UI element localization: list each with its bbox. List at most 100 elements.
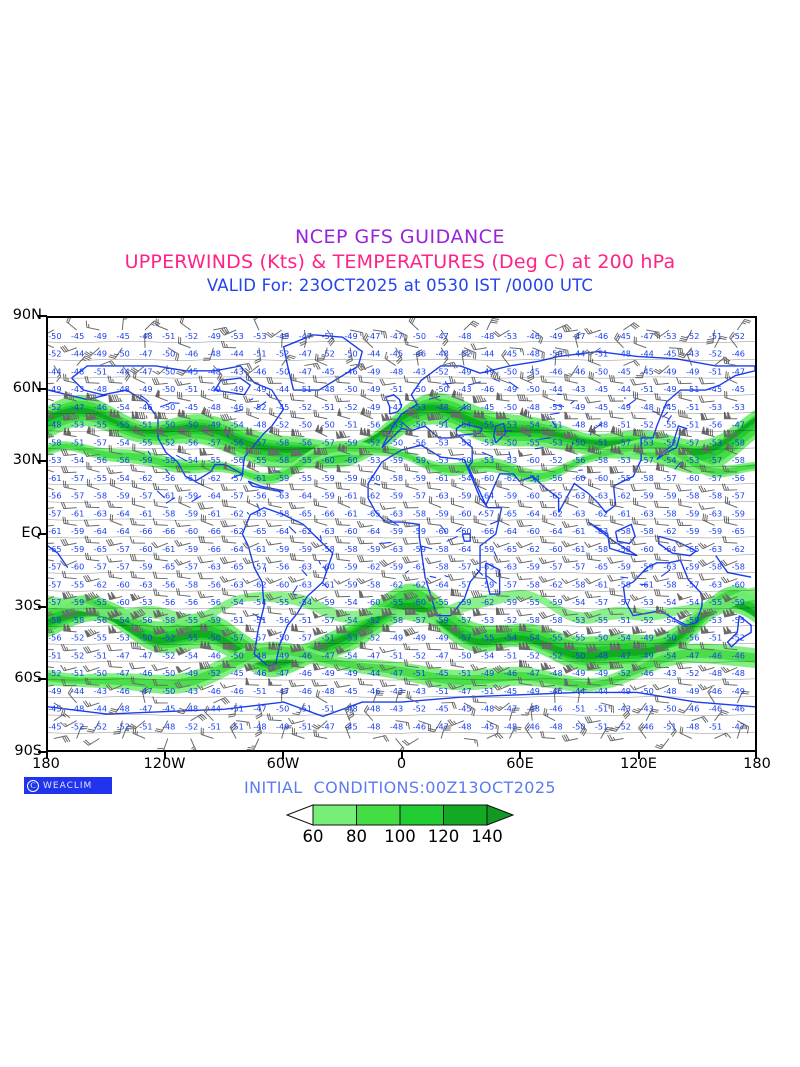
latitude-guide-line (48, 572, 755, 574)
wind-barb (303, 334, 314, 348)
temperature-value: -53 (549, 437, 562, 447)
temperature-value: -44 (71, 349, 84, 359)
temperature-value: -53 (481, 437, 494, 447)
wind-barb (155, 318, 169, 331)
temperature-value: -59 (549, 597, 562, 607)
temperature-value: -45 (276, 402, 289, 412)
temperature-value: -47 (572, 331, 585, 341)
temperature-value: -63 (322, 526, 335, 536)
temperature-value: -55 (94, 420, 107, 430)
temperature-value: -58 (709, 491, 722, 501)
wind-barb (48, 344, 55, 349)
temperature-value: -62 (618, 491, 631, 501)
temperature-value: -48 (481, 331, 494, 341)
wind-barb (699, 641, 715, 651)
temperature-value: -47 (686, 650, 699, 660)
temperature-value: -45 (641, 366, 654, 376)
wind-barb (622, 702, 631, 720)
latitude-guide-line (48, 341, 755, 343)
temperature-value: -47 (276, 668, 289, 678)
temperature-value: -62 (367, 491, 380, 501)
temperature-value: -62 (208, 473, 221, 483)
temperature-value: -50 (549, 349, 562, 359)
wind-barb (449, 658, 465, 668)
temperature-value: -62 (94, 579, 107, 589)
temperature-value: -48 (367, 722, 380, 732)
temperature-value: -49 (618, 686, 631, 696)
temperature-value: -45 (458, 704, 471, 714)
temperature-value: -55 (94, 597, 107, 607)
wind-barb (516, 609, 533, 617)
wind-barb (609, 661, 624, 669)
wind-barb (48, 410, 55, 420)
wind-barb (357, 627, 374, 638)
wind-barb (588, 478, 601, 491)
wind-barb (630, 538, 647, 546)
temperature-value: -56 (162, 473, 175, 483)
temperature-value: -53 (618, 455, 631, 465)
wind-barb (156, 738, 169, 750)
chart-subtitle: UPPERWINDS (Kts) & TEMPERATURES (Deg C) … (124, 251, 676, 273)
temperature-value: -61 (162, 491, 175, 501)
temperature-value: -52 (504, 615, 517, 625)
wind-barb (358, 464, 373, 473)
latitude-guide-line (48, 394, 755, 397)
temperature-value: -55 (94, 633, 107, 643)
temperature-value: -51 (322, 402, 335, 412)
wind-barb (471, 535, 487, 544)
temperature-value: -48 (549, 722, 562, 732)
temperature-value: -52 (162, 437, 175, 447)
temperature-value: -61 (71, 508, 84, 518)
wind-barb (384, 351, 396, 366)
temperature-value: -43 (641, 704, 654, 714)
temperature-value: -58 (322, 544, 335, 554)
latitude-guide-line (48, 714, 755, 716)
wind-barb (200, 727, 214, 739)
wind-barb (129, 608, 146, 620)
temperature-value: -47 (390, 331, 403, 341)
wind-barb (722, 593, 738, 603)
temperature-value: -49 (276, 722, 289, 732)
temperature-value: -47 (71, 402, 84, 412)
wind-barb (676, 518, 692, 526)
temperature-value: -49 (572, 402, 585, 412)
wind-barb (608, 677, 624, 686)
temperature-value: -62 (527, 544, 540, 554)
temperature-value: -58 (732, 562, 745, 572)
temperature-value: -43 (71, 384, 84, 394)
wind-barb (221, 535, 237, 544)
temperature-value: -59 (367, 544, 380, 554)
wind-barb (722, 464, 738, 473)
wind-barb (347, 702, 355, 720)
temperature-value: -50 (162, 349, 175, 359)
wind-barb (312, 570, 328, 580)
wind-barb (288, 717, 305, 725)
weaclim-logo-badge: C WEACLIM (24, 777, 112, 794)
wind-barb (635, 365, 647, 379)
temperature-value: -63 (641, 508, 654, 518)
wind-barb (463, 702, 476, 717)
temperature-value: -60 (367, 597, 380, 607)
temperature-value: -45 (732, 384, 745, 394)
temperature-value: -53 (253, 331, 266, 341)
temperature-value: -59 (276, 544, 289, 554)
temperature-value: -62 (230, 526, 243, 536)
wind-barb (236, 720, 251, 729)
temperature-value: -51 (299, 384, 312, 394)
temperature-value: -57 (48, 579, 61, 589)
wind-barb (450, 624, 464, 633)
wind-barb (470, 590, 487, 599)
wind-barb (632, 640, 647, 651)
wind-barb (291, 428, 305, 438)
wind-barb (629, 684, 647, 691)
wind-barb (509, 726, 522, 739)
border-segment (444, 575, 449, 578)
temperature-value: -49 (230, 384, 243, 394)
latitude-guide-line (48, 518, 755, 521)
temperature-value: -57 (732, 491, 745, 501)
temperature-value: -56 (162, 579, 175, 589)
temperature-value: -58 (549, 615, 562, 625)
temperature-value: -65 (162, 562, 175, 572)
border-segment (191, 495, 202, 503)
temperature-value: -45 (481, 722, 494, 732)
